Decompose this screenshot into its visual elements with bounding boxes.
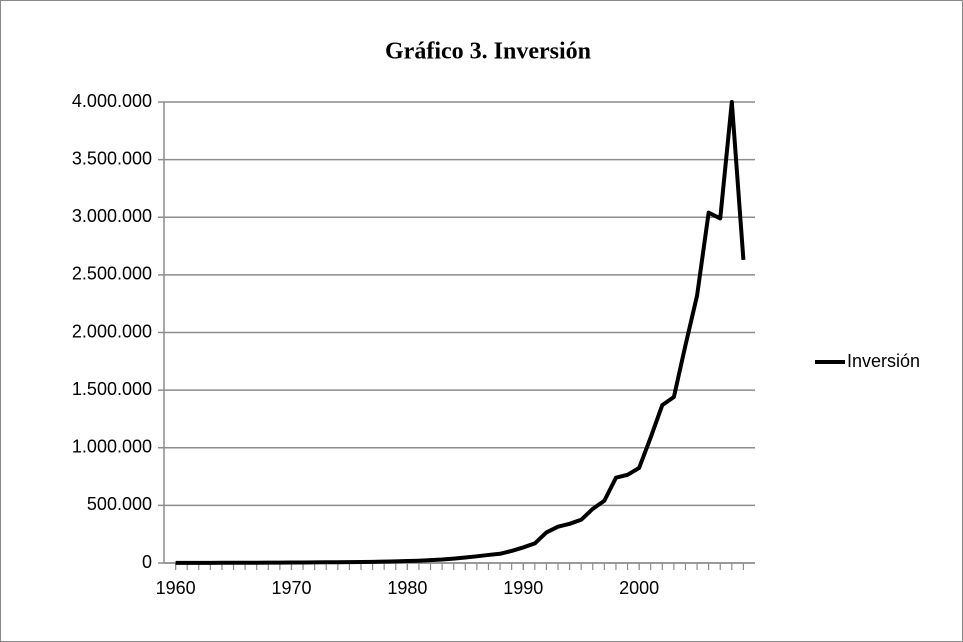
- x-tick-label: 1980: [387, 578, 427, 598]
- data-line: [175, 100, 746, 565]
- chart-title: Gráfico 3. Inversión: [385, 39, 591, 65]
- y-tick-label: 0: [142, 552, 152, 572]
- y-tick-label: 500.000: [87, 494, 152, 514]
- x-tick-label: 1960: [156, 578, 196, 598]
- x-tick-label: 1990: [503, 578, 543, 598]
- y-tick-label: 1.500.000: [72, 379, 152, 399]
- legend-label: Inversión: [847, 351, 920, 371]
- x-tick-label: 1970: [271, 578, 311, 598]
- x-tick-label: 2000: [619, 578, 659, 598]
- y-tick-label: 3.000.000: [72, 206, 152, 226]
- y-tick-label: 2.500.000: [72, 264, 152, 284]
- y-tick-label: 3.500.000: [72, 148, 152, 168]
- y-tick-label: 4.000.000: [72, 91, 152, 111]
- y-tick-label: 2.000.000: [72, 321, 152, 341]
- y-tick-label: 1.000.000: [72, 437, 152, 457]
